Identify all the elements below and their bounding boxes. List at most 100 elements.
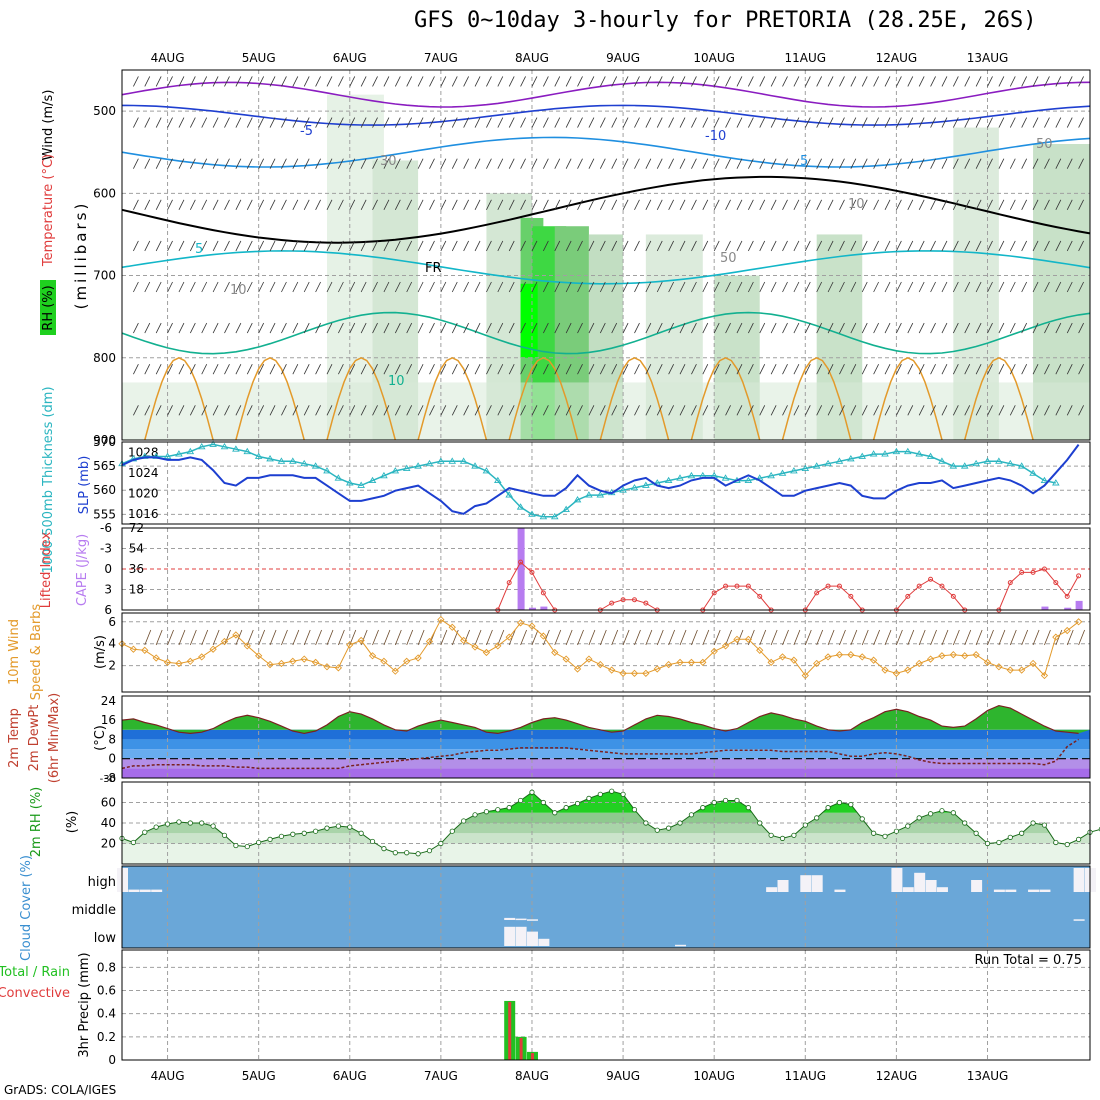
precip-convective-bar	[519, 1038, 523, 1060]
wind10-barb	[394, 629, 402, 646]
wind-barb	[315, 76, 321, 87]
slp-tick-label: 1024	[128, 466, 159, 480]
wind-barb	[611, 199, 618, 210]
wind-barb	[520, 240, 526, 252]
wind-barb	[338, 117, 344, 128]
wind-barb	[224, 158, 230, 169]
wind-barb	[713, 281, 720, 293]
wind10-barb	[497, 629, 505, 646]
precip-axis-label: 3hr Precip (mm)	[77, 952, 92, 1057]
wind-barb	[1021, 76, 1028, 87]
rh-marker	[916, 815, 922, 821]
wind-barb	[998, 199, 1005, 210]
wind-barb	[1066, 76, 1073, 87]
wind-barb	[394, 76, 401, 87]
wind-barb	[189, 117, 196, 128]
wind-barb	[155, 117, 162, 128]
cloud-high-bar	[139, 889, 151, 892]
wind-barb	[588, 76, 595, 87]
lifted-index-marker	[1053, 580, 1059, 586]
cloud-middle-bar	[515, 918, 527, 921]
wind10-marker	[585, 655, 593, 663]
wind-barb	[372, 281, 378, 293]
wind-barb	[281, 405, 287, 416]
wind-barb	[941, 405, 948, 416]
lifted-tick-label: -3	[100, 542, 112, 556]
rh-marker	[688, 812, 695, 818]
wind-barb	[394, 281, 401, 293]
wind-barb	[463, 364, 470, 375]
wind-barb	[292, 240, 299, 252]
wind-barb	[964, 405, 971, 416]
wind-barb	[759, 199, 766, 210]
temp-tick-label: 8	[108, 732, 116, 746]
wind-barb	[873, 199, 879, 210]
thickness-marker	[892, 447, 901, 455]
x-tick-label-bottom: 9AUG	[606, 1069, 640, 1083]
wind-barb	[918, 281, 925, 293]
wind-barb	[747, 322, 754, 334]
wind10-barb	[873, 629, 880, 646]
wind-barb	[861, 364, 868, 375]
wind-barb	[975, 322, 982, 334]
wind-barb	[417, 364, 424, 375]
thickness-marker	[232, 445, 240, 452]
wind-barb	[713, 199, 720, 210]
wind-barb	[463, 281, 470, 293]
rh-marker	[540, 799, 546, 806]
wind-barb	[827, 76, 834, 87]
wind-barb	[508, 240, 515, 252]
wind-barb	[531, 199, 538, 210]
wind-barb	[1078, 199, 1084, 210]
thickness-marker	[471, 462, 479, 469]
thickness-marker	[938, 457, 946, 464]
wind10-barb	[941, 629, 949, 646]
wind-barb	[622, 199, 629, 210]
wind-barb	[531, 158, 538, 169]
wind-barb	[189, 281, 196, 293]
wind-barb	[554, 322, 561, 334]
wind10-barb	[987, 629, 994, 646]
wind10-marker	[596, 660, 604, 669]
wind10-marker	[790, 656, 798, 664]
wind-barb	[827, 158, 834, 169]
thickness-marker	[744, 476, 753, 484]
wind10-barb	[907, 629, 915, 646]
wind-barb	[338, 405, 344, 416]
wind-barb	[167, 322, 173, 334]
wind-barb	[896, 322, 902, 334]
wind-barb	[930, 322, 936, 334]
wind-barb	[782, 76, 788, 87]
wind-barb	[987, 76, 993, 87]
cloud-high-bar	[993, 889, 1005, 892]
wind-barb	[861, 158, 868, 169]
lifted-index-marker	[905, 593, 911, 599]
thickness-marker	[368, 476, 377, 484]
wind10-axis-label: Speed & Barbs	[29, 604, 44, 701]
thickness-marker	[642, 481, 650, 488]
wind-barb	[417, 158, 424, 169]
wind-barb	[178, 364, 185, 375]
wind10-marker	[562, 655, 570, 663]
rh-marker	[495, 807, 501, 813]
wind-barb	[474, 281, 481, 293]
wind-barb	[941, 158, 948, 169]
wind-barb	[770, 117, 777, 128]
wind-barb	[884, 281, 891, 293]
wind-barb	[406, 199, 413, 210]
wind-barb	[429, 158, 435, 169]
wind-barb	[497, 405, 504, 416]
wind-barb	[235, 117, 242, 128]
wind-barb	[907, 322, 914, 334]
thickness-marker	[767, 471, 775, 479]
wind-barb	[497, 199, 504, 210]
wind-barb	[543, 76, 549, 87]
cloud-low-bar	[515, 926, 527, 946]
wind-barb	[770, 405, 777, 416]
wind-barb	[281, 281, 287, 293]
rh-marker	[142, 829, 148, 835]
wind-barb	[508, 281, 515, 293]
wind10-barb	[952, 629, 960, 646]
wind10-barb	[224, 629, 231, 646]
